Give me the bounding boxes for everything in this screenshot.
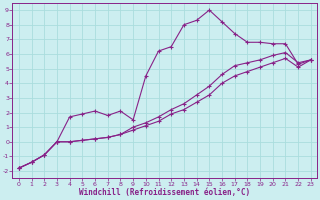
X-axis label: Windchill (Refroidissement éolien,°C): Windchill (Refroidissement éolien,°C) (79, 188, 251, 197)
